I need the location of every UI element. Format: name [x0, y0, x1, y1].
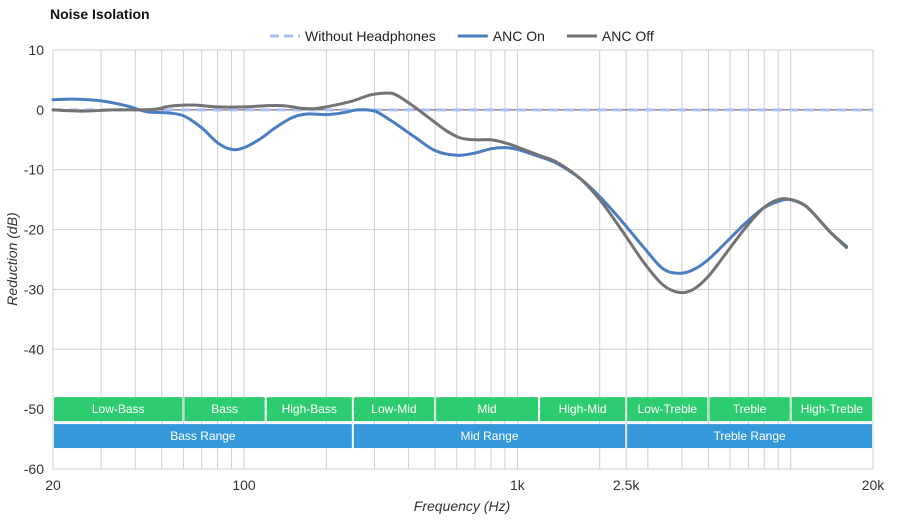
band-label-mid-range: Mid Range [460, 429, 518, 443]
frequency-bands: Low-Bass Bass High-Bass Low-Mid Mid High-Mid L… [54, 397, 872, 449]
band-label-high-treble: High-Treble [801, 402, 864, 416]
band-treble-range [627, 424, 872, 449]
band-high-mid [540, 397, 626, 422]
band-label-bass: Bass [211, 402, 238, 416]
x-tick-label: 1k [510, 477, 526, 493]
series-lines [51, 91, 873, 295]
band-label-low-bass: Low-Bass [92, 402, 145, 416]
x-tick-label: 100 [232, 477, 256, 493]
band-label-low-mid: Low-Mid [371, 402, 416, 416]
chart-title: Noise Isolation [50, 6, 150, 22]
band-label-bass-range: Bass Range [170, 429, 236, 443]
band-label-mid: Mid [477, 402, 496, 416]
band-mid [436, 397, 539, 422]
band-high-bass [266, 397, 352, 422]
band-bass-range [54, 424, 352, 449]
band-label-treble: Treble [733, 402, 767, 416]
y-tick-label: -40 [24, 341, 44, 357]
band-label-high-bass: High-Bass [282, 402, 337, 416]
band-low-treble [627, 397, 708, 422]
band-low-bass [54, 397, 183, 422]
y-axis-label: Reduction (dB) [4, 212, 20, 305]
band-label-treble-range: Treble Range [713, 429, 786, 443]
band-bass [184, 397, 265, 422]
legend-label-anc-off: ANC Off [602, 28, 654, 44]
y-tick-label: -10 [24, 162, 44, 178]
x-tick-label: 20 [45, 477, 61, 493]
y-tick-label: -50 [24, 401, 44, 417]
x-axis-label: Frequency (Hz) [414, 498, 510, 514]
y-tick-label: -30 [24, 281, 44, 297]
x-tick-label: 20k [862, 477, 886, 493]
legend: Without Headphones ANC On ANC Off [270, 28, 654, 44]
legend-label-without-headphones: Without Headphones [305, 28, 436, 44]
series-line-anc-on [51, 97, 848, 275]
band-high-treble [791, 397, 872, 422]
series-line-anc-off [51, 91, 848, 295]
x-tick-label: 2.5k [613, 477, 640, 493]
band-label-high-mid: High-Mid [559, 402, 607, 416]
band-treble [709, 397, 790, 422]
y-tick-label: 0 [36, 102, 44, 118]
y-tick-label: -20 [24, 222, 44, 238]
band-label-low-treble: Low-Treble [638, 402, 698, 416]
band-low-mid [353, 397, 435, 422]
y-tick-label: -60 [24, 461, 44, 477]
legend-label-anc-on: ANC On [493, 28, 545, 44]
band-mid-range [353, 424, 626, 449]
y-tick-label: 10 [28, 42, 44, 58]
